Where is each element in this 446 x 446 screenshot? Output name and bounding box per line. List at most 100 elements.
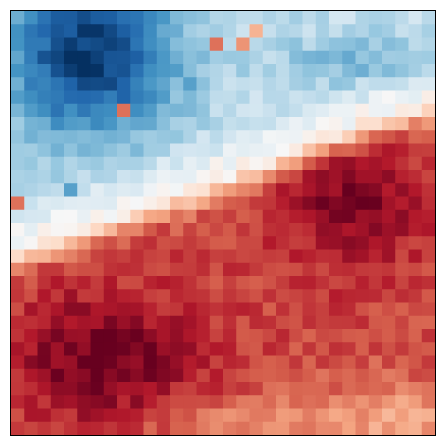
heatmap-cell-r23-c14 bbox=[197, 316, 211, 330]
heatmap-cell-r22-c27 bbox=[369, 303, 383, 317]
heatmap-cell-r0-c24 bbox=[329, 11, 343, 25]
heatmap-cell-r12-c18 bbox=[250, 170, 264, 184]
heatmap-cell-r7-c21 bbox=[289, 104, 303, 118]
heatmap-cell-r21-c29 bbox=[395, 289, 409, 303]
heatmap-cell-r23-c23 bbox=[316, 316, 330, 330]
heatmap-cell-r25-c8 bbox=[117, 342, 131, 356]
heatmap-cell-r24-c27 bbox=[369, 329, 383, 343]
heatmap-cell-r9-c13 bbox=[183, 130, 197, 144]
heatmap-cell-r13-c0 bbox=[11, 183, 25, 197]
heatmap-cell-r26-c24 bbox=[329, 356, 343, 370]
heatmap-cell-r18-c9 bbox=[130, 250, 144, 264]
heatmap-cell-r23-c2 bbox=[38, 316, 52, 330]
heatmap-cell-r5-c7 bbox=[104, 77, 118, 91]
heatmap-cell-r11-c16 bbox=[223, 157, 237, 171]
heatmap-cell-r11-c1 bbox=[24, 157, 38, 171]
heatmap-cell-r4-c24 bbox=[329, 64, 343, 78]
heatmap-cell-r29-c18 bbox=[250, 395, 264, 409]
heatmap-cell-r12-c25 bbox=[342, 170, 356, 184]
heatmap-cell-r18-c2 bbox=[38, 250, 52, 264]
heatmap-cell-r22-c23 bbox=[316, 303, 330, 317]
heatmap-cell-r17-c19 bbox=[263, 236, 277, 250]
heatmap-cell-r19-c1 bbox=[24, 263, 38, 277]
heatmap-cell-r18-c24 bbox=[329, 250, 343, 264]
heatmap-cell-r21-c17 bbox=[236, 289, 250, 303]
heatmap-cell-r23-c16 bbox=[223, 316, 237, 330]
heatmap-cell-r15-c30 bbox=[409, 210, 423, 224]
heatmap-cell-r0-c17 bbox=[236, 11, 250, 25]
heatmap-cell-r20-c3 bbox=[51, 276, 65, 290]
heatmap-cell-r9-c0 bbox=[11, 130, 25, 144]
heatmap-cell-r10-c13 bbox=[183, 144, 197, 158]
heatmap-cell-r26-c25 bbox=[342, 356, 356, 370]
heatmap-cell-r29-c13 bbox=[183, 395, 197, 409]
heatmap-cell-r16-c5 bbox=[77, 223, 91, 237]
heatmap-cell-r14-c24 bbox=[329, 197, 343, 211]
heatmap-cell-r1-c16 bbox=[223, 24, 237, 38]
heatmap-cell-r4-c1 bbox=[24, 64, 38, 78]
heatmap-cell-r10-c21 bbox=[289, 144, 303, 158]
heatmap-cell-r5-c31 bbox=[422, 77, 436, 91]
heatmap-cell-r0-c31 bbox=[422, 11, 436, 25]
heatmap-cell-r30-c23 bbox=[316, 409, 330, 423]
heatmap-cell-r7-c1 bbox=[24, 104, 38, 118]
heatmap-cell-r17-c11 bbox=[157, 236, 171, 250]
heatmap-cell-r12-c29 bbox=[395, 170, 409, 184]
heatmap-cell-r28-c23 bbox=[316, 382, 330, 396]
heatmap-cell-r12-c6 bbox=[91, 170, 105, 184]
heatmap-cell-r5-c14 bbox=[197, 77, 211, 91]
heatmap-cell-r2-c23 bbox=[316, 38, 330, 52]
heatmap-cell-r24-c2 bbox=[38, 329, 52, 343]
heatmap-cell-r30-c27 bbox=[369, 409, 383, 423]
heatmap-cell-r16-c21 bbox=[289, 223, 303, 237]
heatmap-cell-r9-c4 bbox=[64, 130, 78, 144]
heatmap-cell-r2-c1 bbox=[24, 38, 38, 52]
heatmap-cell-r27-c20 bbox=[276, 369, 290, 383]
heatmap-cell-r30-c14 bbox=[197, 409, 211, 423]
heatmap-cell-r18-c15 bbox=[210, 250, 224, 264]
heatmap-cell-r9-c10 bbox=[144, 130, 158, 144]
heatmap-cell-r4-c12 bbox=[170, 64, 184, 78]
heatmap-cell-r28-c0 bbox=[11, 382, 25, 396]
heatmap-cell-r22-c15 bbox=[210, 303, 224, 317]
heatmap-cell-r11-c5 bbox=[77, 157, 91, 171]
heatmap-cell-r19-c6 bbox=[91, 263, 105, 277]
heatmap-cell-r5-c3 bbox=[51, 77, 65, 91]
heatmap-cell-r9-c9 bbox=[130, 130, 144, 144]
heatmap-cell-r17-c3 bbox=[51, 236, 65, 250]
heatmap-cell-r13-c16 bbox=[223, 183, 237, 197]
heatmap-cell-r7-c18 bbox=[250, 104, 264, 118]
heatmap-cell-r8-c21 bbox=[289, 117, 303, 131]
heatmap-cell-r28-c24 bbox=[329, 382, 343, 396]
heatmap-cell-r2-c10 bbox=[144, 38, 158, 52]
heatmap-cell-r10-c3 bbox=[51, 144, 65, 158]
heatmap-cell-r21-c8 bbox=[117, 289, 131, 303]
heatmap-cell-r12-c22 bbox=[303, 170, 317, 184]
heatmap-cell-r8-c26 bbox=[356, 117, 370, 131]
heatmap-cell-r21-c10 bbox=[144, 289, 158, 303]
heatmap-cell-r31-c5 bbox=[77, 422, 91, 436]
heatmap-cell-r5-c15 bbox=[210, 77, 224, 91]
heatmap-cell-r24-c1 bbox=[24, 329, 38, 343]
heatmap-cell-r25-c17 bbox=[236, 342, 250, 356]
heatmap-cell-r22-c14 bbox=[197, 303, 211, 317]
heatmap-cell-r2-c30 bbox=[409, 38, 423, 52]
heatmap-cell-r11-c20 bbox=[276, 157, 290, 171]
heatmap-cell-r27-c18 bbox=[250, 369, 264, 383]
heatmap-cell-r18-c22 bbox=[303, 250, 317, 264]
heatmap-cell-r21-c26 bbox=[356, 289, 370, 303]
heatmap-cell-r27-c10 bbox=[144, 369, 158, 383]
heatmap-cell-r22-c20 bbox=[276, 303, 290, 317]
heatmap-cell-r27-c8 bbox=[117, 369, 131, 383]
heatmap-cell-r18-c5 bbox=[77, 250, 91, 264]
heatmap-cell-r23-c30 bbox=[409, 316, 423, 330]
heatmap-cell-r15-c16 bbox=[223, 210, 237, 224]
heatmap-cell-r6-c11 bbox=[157, 91, 171, 105]
heatmap-cell-r8-c8 bbox=[117, 117, 131, 131]
heatmap-cell-r27-c9 bbox=[130, 369, 144, 383]
heatmap-cell-r8-c25 bbox=[342, 117, 356, 131]
heatmap-cell-r14-c21 bbox=[289, 197, 303, 211]
heatmap-cell-r1-c3 bbox=[51, 24, 65, 38]
heatmap-cell-r15-c21 bbox=[289, 210, 303, 224]
heatmap-cell-r13-c4 bbox=[64, 183, 78, 197]
